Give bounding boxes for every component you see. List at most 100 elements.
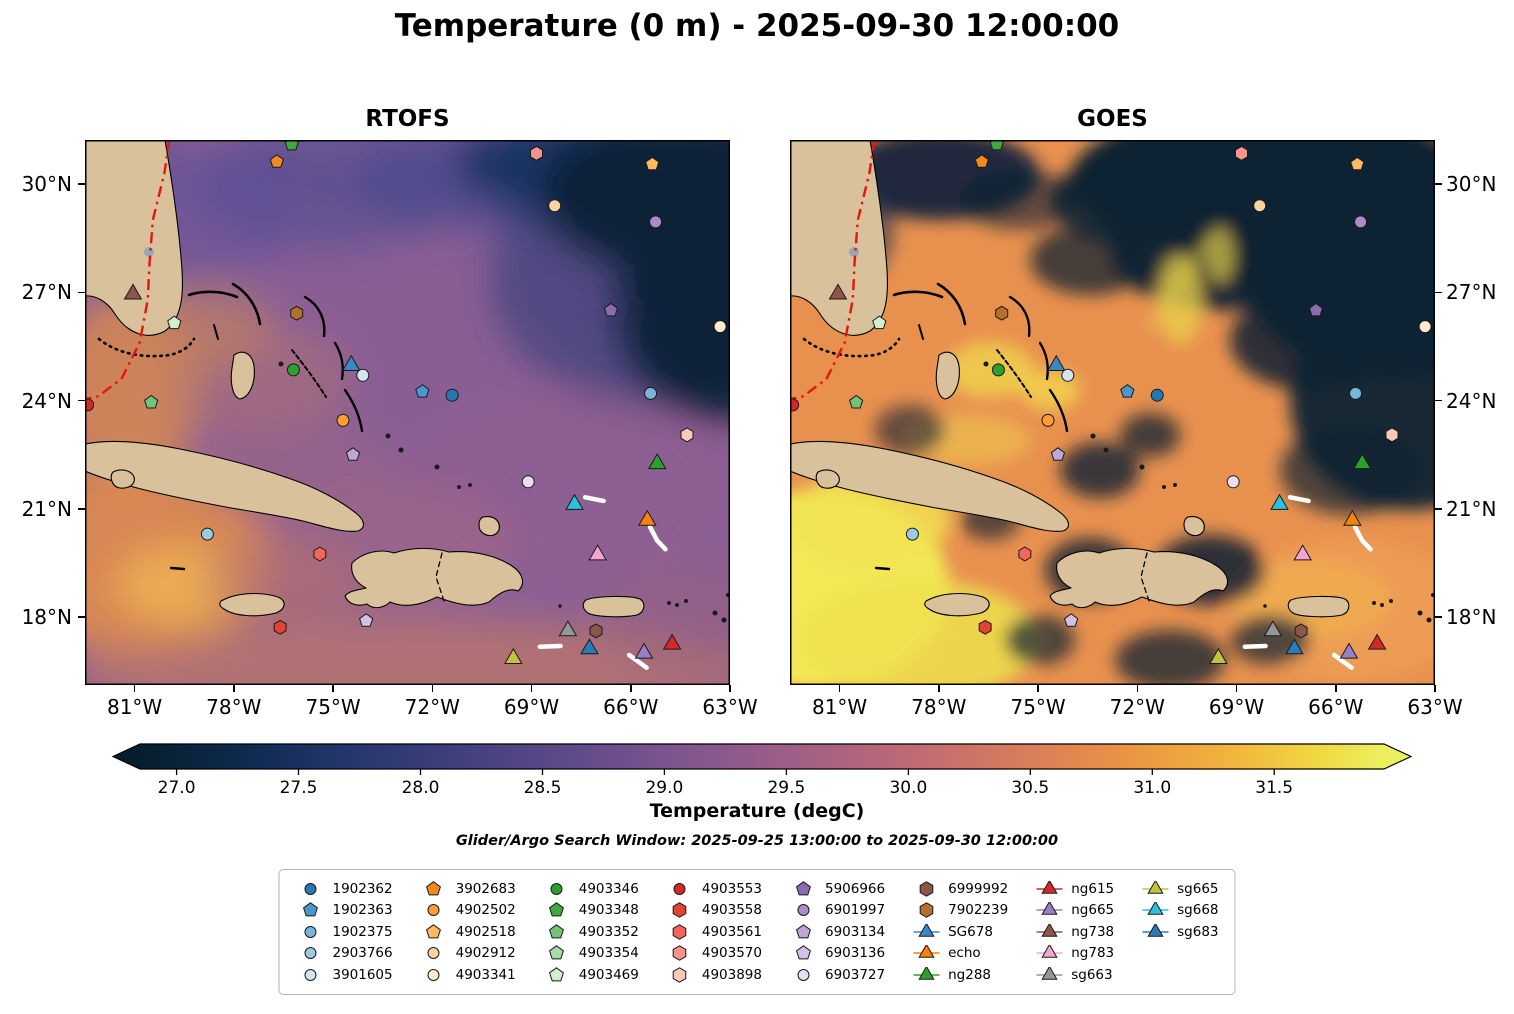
legend-marker-icon-hexagon <box>919 880 933 897</box>
legend-label: 4903553 <box>701 880 762 897</box>
hexagon-glyph <box>673 902 687 919</box>
island-chain <box>874 566 891 571</box>
legend-label: 3901605 <box>332 966 393 983</box>
island-chain <box>213 324 219 340</box>
legend-label: echo <box>948 945 981 962</box>
x-tick-label: 75°W <box>305 695 361 719</box>
platform-marker-ng665 <box>1339 642 1359 659</box>
coastline-land <box>478 516 500 537</box>
x-tick-mark <box>1235 685 1238 692</box>
platform-marker-4902518 <box>1350 156 1365 171</box>
y-tick-label: 18°N <box>21 605 72 630</box>
coastline-land <box>1049 547 1229 609</box>
legend-item-3901605: 3901605 <box>295 966 393 983</box>
legend-label: 4903352 <box>578 923 639 940</box>
legend-item-4903341: 4903341 <box>419 967 516 983</box>
map-panel-rtofs <box>85 140 730 685</box>
legend-label: 4903561 <box>701 923 762 940</box>
x-tick-label: 69°W <box>503 695 560 719</box>
gtriangle-glyph <box>1041 966 1058 980</box>
x-tick-label: 63°W <box>702 695 758 719</box>
x-tick-label: 75°W <box>1010 695 1066 719</box>
small-island <box>398 447 404 453</box>
legend-item-5906966: 5906966 <box>788 881 885 897</box>
lake-okeechobee <box>144 247 154 257</box>
island-chain <box>918 324 924 340</box>
platform-marker-4903352 <box>849 394 864 409</box>
legend-marker-icon-circle <box>427 904 440 917</box>
legend-marker-icon-gtriangle <box>1142 880 1169 894</box>
pentagon-glyph <box>795 880 811 896</box>
small-island <box>1417 610 1423 616</box>
y-tick-label: 18°N <box>1446 605 1497 630</box>
legend-item-SG678: SG678 <box>911 923 1008 940</box>
x-tick-label: 72°W <box>1109 695 1165 719</box>
small-island <box>1173 483 1177 487</box>
x-tick-label: 66°W <box>603 695 659 719</box>
platform-marker-1902375 <box>644 386 658 400</box>
x-tick-label: 69°W <box>1208 695 1265 719</box>
gulf-stream-front-line <box>791 140 876 400</box>
platform-marker-4903346 <box>286 363 300 377</box>
search-window-subtitle: Glider/Argo Search Window: 2025-09-25 13… <box>455 833 1059 849</box>
colorbar-tick-label: 27.0 <box>158 778 196 798</box>
legend-marker-icon-pentagon <box>549 945 565 960</box>
small-island <box>1139 464 1145 470</box>
platform-marker-4903341 <box>1418 320 1432 334</box>
small-island <box>684 599 688 603</box>
y-tick-mark <box>1435 616 1442 618</box>
legend-item-4903354: 4903354 <box>542 945 639 961</box>
colorbar-tick-label: 30.0 <box>889 778 927 798</box>
platform-marker-echo <box>1343 509 1362 526</box>
island-chain <box>169 566 186 571</box>
platform-marker-5906966 <box>603 302 619 317</box>
legend-item-ng665: ng665 <box>1034 902 1114 918</box>
coastline-land <box>582 595 645 618</box>
colorbar-gradient <box>140 744 1384 769</box>
legend-marker-icon-pentagon <box>795 945 811 960</box>
legend-item-1902363: 1902363 <box>295 902 393 918</box>
circle-glyph <box>427 947 440 960</box>
platform-marker-6999992 <box>1294 623 1308 639</box>
map-border <box>85 140 730 685</box>
small-island <box>1090 433 1096 439</box>
platform-marker-6903727 <box>1226 475 1240 489</box>
pentagon-glyph <box>426 923 442 939</box>
legend-label: ng288 <box>948 966 992 983</box>
legend-label: sg683 <box>1177 923 1219 940</box>
colorbar: 27.0 27.5 28.0 28.5 29.0 29.5 30.0 30.5 … <box>0 740 1514 802</box>
legend-label: 1902375 <box>332 923 393 940</box>
x-tick-mark <box>630 685 632 692</box>
island-chain <box>996 349 1032 398</box>
legend-label: ng665 <box>1071 902 1115 919</box>
platform-marker-4903898 <box>1385 427 1399 443</box>
pentagon-glyph <box>795 923 811 939</box>
legend-item-4903348: 4903348 <box>542 902 639 918</box>
legend-item-4903561: 4903561 <box>665 924 762 940</box>
small-island <box>457 485 461 489</box>
colorbar-svg: 27.0 27.5 28.0 28.5 29.0 29.5 30.0 30.5 … <box>111 743 1413 798</box>
gtriangle-glyph <box>1041 902 1058 915</box>
island-chain <box>187 290 239 299</box>
legend-marker-icon-hexagon <box>919 902 933 919</box>
legend-label: 4903570 <box>701 945 762 962</box>
small-island <box>1103 447 1109 453</box>
platform-marker-3902683 <box>269 154 284 168</box>
island-chain <box>1038 341 1049 381</box>
gtriangle-glyph <box>1146 902 1164 915</box>
legend-item-4903352: 4903352 <box>542 924 639 940</box>
legend-label: 7902239 <box>948 902 1009 919</box>
y-tick-label: 24°N <box>1446 388 1497 413</box>
legend-marker-icon-circle <box>304 968 317 981</box>
platform-marker-ng665 <box>634 642 654 659</box>
legend-label: 4903558 <box>701 902 762 919</box>
y-tick-mark <box>78 399 85 402</box>
small-island <box>675 603 679 607</box>
platform-marker-6903136 <box>1064 613 1079 627</box>
small-island <box>558 604 562 608</box>
x-tick-mark <box>838 685 841 692</box>
y-tick-mark <box>78 183 85 185</box>
legend-label: 4903898 <box>701 966 762 983</box>
island-chain <box>303 295 326 338</box>
platform-marker-1902363 <box>1120 384 1135 398</box>
